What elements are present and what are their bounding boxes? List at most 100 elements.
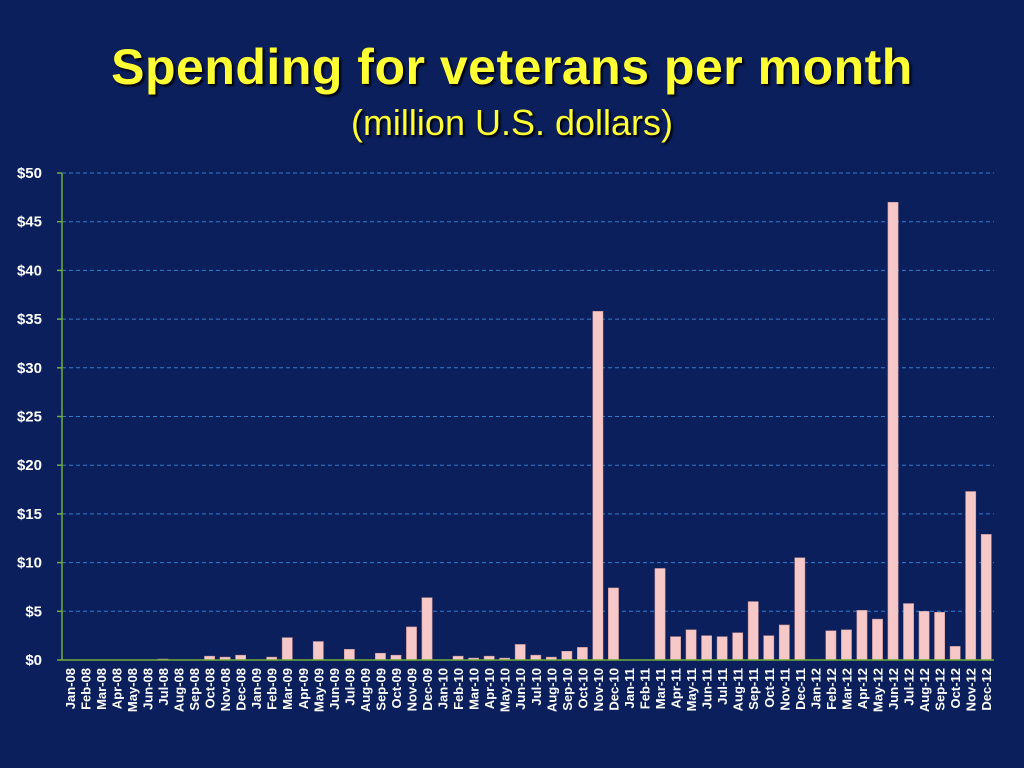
bar — [654, 568, 666, 661]
bar — [949, 646, 961, 661]
bar — [778, 624, 790, 661]
x-tick-label: Feb-12 — [824, 668, 839, 710]
x-tick-label: Dec-11 — [793, 668, 808, 710]
x-tick-label: Jul-09 — [342, 668, 357, 706]
y-tick-label: $5 — [25, 603, 42, 620]
chart-subtitle: (million U.S. dollars) — [350, 102, 674, 143]
x-tick-label: Jan-11 — [622, 668, 637, 708]
x-tick-label: Apr-09 — [296, 668, 311, 709]
bar — [576, 647, 588, 661]
x-tick-label: Dec-08 — [234, 668, 249, 711]
x-tick-label: Apr-12 — [855, 668, 870, 709]
x-tick-label: May-10 — [498, 668, 513, 712]
x-tick-label: Apr-10 — [482, 668, 497, 709]
chart-title: Spending for veterans per month — [111, 39, 913, 95]
y-tick-label: $30 — [17, 360, 42, 377]
x-tick-label: Dec-10 — [606, 668, 621, 711]
bars — [157, 201, 992, 661]
y-tick-label: $45 — [17, 214, 42, 231]
y-tick-label: $15 — [17, 506, 42, 523]
y-tick-label: $25 — [17, 409, 42, 426]
x-tick-label: Jun-12 — [886, 668, 901, 710]
x-tick-label: Feb-10 — [451, 668, 466, 710]
bar — [732, 632, 744, 661]
bar — [903, 603, 914, 661]
x-tick-label: Nov-12 — [964, 668, 979, 711]
x-tick-label: Jul-10 — [529, 668, 544, 706]
y-tick-label: $40 — [17, 262, 42, 279]
x-tick-label: Apr-11 — [669, 668, 684, 708]
x-tick-label: Mar-11 — [653, 668, 668, 709]
y-tick-label: $35 — [17, 311, 42, 328]
bar — [825, 630, 837, 661]
x-tick-label: Sep-10 — [560, 668, 575, 711]
x-tick-label: Jul-12 — [902, 668, 917, 706]
x-tick-label: Dec-12 — [979, 668, 994, 711]
bar — [918, 611, 930, 661]
bar — [670, 636, 681, 661]
x-tick-label: Feb-09 — [265, 668, 280, 710]
x-tick-label: Oct-08 — [203, 668, 218, 708]
x-tick-label: May-09 — [311, 668, 326, 712]
bar — [887, 201, 899, 661]
bar — [312, 641, 324, 661]
bar — [965, 491, 977, 661]
y-tick-label: $50 — [17, 165, 42, 182]
x-tick-label: Jun-08 — [140, 668, 155, 710]
bar — [281, 637, 293, 661]
x-tick-label: Jun-10 — [513, 668, 528, 710]
y-tick-label: $0 — [25, 652, 42, 669]
x-tick-label: Oct-09 — [389, 668, 404, 708]
x-tick-label: Dec-09 — [420, 668, 435, 711]
bar — [716, 636, 728, 661]
x-tick-label: Jun-11 — [700, 668, 715, 709]
x-tick-label: Jan-12 — [808, 668, 823, 709]
bar — [701, 635, 713, 661]
x-tick-label: Oct-12 — [948, 668, 963, 708]
x-tick-label: Nov-11 — [777, 668, 792, 711]
x-tick-label: Aug-08 — [172, 668, 187, 712]
x-tick-label: Oct-10 — [575, 668, 590, 708]
x-tick-label: Mar-10 — [467, 668, 482, 710]
bar — [934, 612, 946, 661]
x-tick-label: Sep-11 — [746, 668, 761, 710]
x-tick-label: Aug-12 — [917, 668, 932, 712]
x-tick-label: Feb-08 — [78, 668, 93, 710]
x-tick-label: Oct-11 — [762, 668, 777, 708]
x-tick-label: Aug-09 — [358, 668, 373, 712]
y-tick-label: $10 — [17, 555, 42, 572]
gridlines — [62, 172, 994, 612]
x-tick-labels: Jan-08 Feb-08 Mar-08 Apr-08 May-08 Jun-08 Jul-… — [63, 668, 994, 712]
x-tick-label: Sep-12 — [933, 668, 948, 711]
bar — [514, 644, 526, 661]
x-tick-label: Jan-10 — [436, 668, 451, 709]
bar — [872, 618, 883, 661]
axes — [57, 172, 994, 661]
x-tick-label: Aug-11 — [731, 668, 746, 711]
y-tick-labels: $0 $5 $10 $15 $20 $25 $30 $35 $40 $45 $50 — [17, 165, 42, 669]
x-tick-label: Mar-09 — [280, 668, 295, 710]
x-tick-label: Jul-11 — [715, 668, 730, 705]
bar — [343, 649, 355, 661]
x-tick-label: May-08 — [125, 668, 140, 712]
bar — [747, 601, 759, 661]
x-tick-label: May-11 — [684, 668, 699, 711]
y-tick-label: $20 — [17, 457, 42, 474]
x-tick-label: Nov-09 — [405, 668, 420, 711]
bar — [794, 557, 806, 661]
x-tick-label: Jan-09 — [249, 668, 264, 709]
x-tick-label: Nov-08 — [218, 668, 233, 711]
x-tick-label: Mar-12 — [839, 668, 854, 710]
bar — [561, 650, 573, 661]
bar — [608, 587, 619, 661]
bar — [856, 610, 868, 661]
bar — [980, 534, 992, 661]
bar — [763, 635, 775, 661]
bar — [685, 629, 697, 661]
bar — [592, 311, 604, 661]
bar — [841, 629, 852, 661]
x-tick-label: Sep-08 — [187, 668, 202, 711]
bar — [375, 652, 386, 661]
x-tick-label: Mar-08 — [94, 668, 109, 710]
